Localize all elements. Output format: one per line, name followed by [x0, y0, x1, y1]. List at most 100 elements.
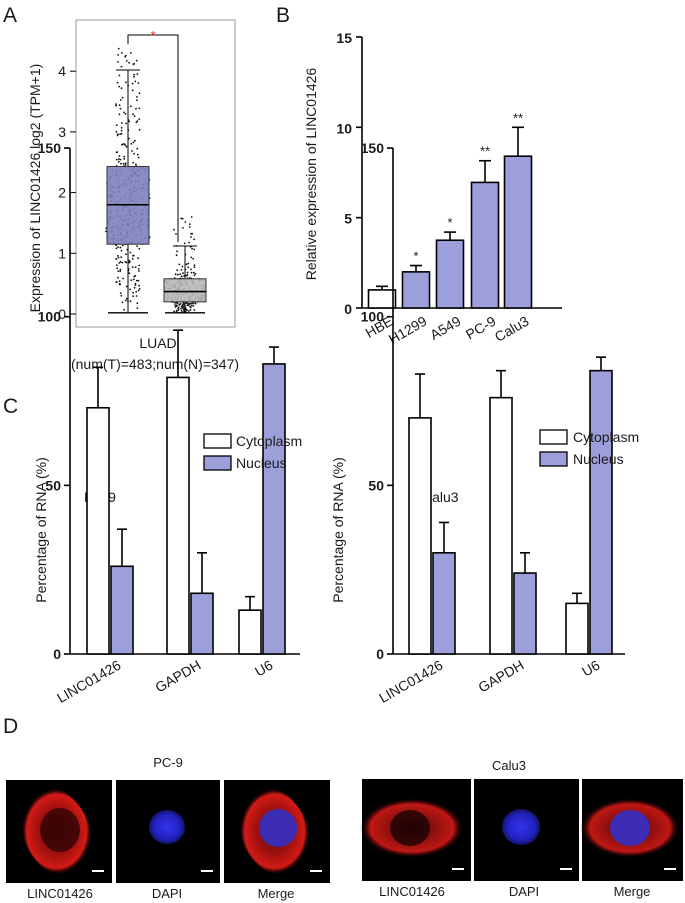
significance-label: ** — [480, 144, 490, 159]
data-point — [119, 270, 122, 273]
data-point — [118, 262, 121, 264]
image-pc9-dapi — [116, 780, 220, 883]
data-point — [135, 279, 138, 282]
data-point — [184, 221, 187, 223]
legend-label-cytoplasm: Cytoplasm — [236, 433, 302, 449]
data-point — [124, 162, 127, 165]
significance-bracket — [127, 34, 179, 243]
data-point — [186, 304, 189, 307]
data-point — [116, 267, 119, 270]
data-point — [120, 127, 123, 129]
data-point — [137, 279, 140, 282]
data-point — [180, 217, 183, 220]
bar — [470, 181, 500, 309]
data-point — [129, 300, 132, 303]
x-tick-label: GAPDH — [152, 657, 203, 696]
data-point — [190, 216, 193, 218]
legend-label-nucleus: Nucleus — [573, 451, 624, 467]
data-point — [115, 247, 118, 250]
panel-label-d: D — [3, 715, 18, 738]
bar — [110, 565, 134, 655]
data-point — [136, 245, 139, 248]
data-point — [136, 147, 139, 150]
data-point — [124, 164, 127, 166]
data-point — [188, 223, 191, 226]
data-point — [132, 291, 135, 294]
panel-c-right: Percentage of RNA (%) Calu3 050100150LIN… — [330, 140, 639, 706]
panel-c-right-bars: 0 50 100 150 LINC01426 GAPDH U6 — [361, 140, 625, 706]
data-point — [187, 262, 190, 265]
panel-c-right-y-label: Percentage of RNA (%) — [330, 457, 346, 603]
significance-star: * — [150, 28, 155, 43]
data-point — [128, 61, 131, 64]
bar — [408, 417, 432, 655]
data-point — [131, 89, 134, 92]
data-point — [119, 292, 122, 294]
data-point — [118, 158, 120, 160]
bar — [565, 602, 589, 655]
data-point — [176, 269, 179, 272]
data-point — [126, 297, 128, 300]
panel-b: Relative expression of LINC01426 051015H… — [303, 30, 562, 347]
data-point — [117, 255, 119, 257]
data-point — [183, 305, 185, 308]
data-point — [188, 241, 191, 244]
panel-c-left: Percentage of RNA (%) PC-9 050100150LINC… — [33, 140, 302, 706]
y-tick-label: 0 — [376, 646, 384, 662]
data-point — [123, 155, 126, 158]
data-point — [122, 277, 124, 280]
legend-label-cytoplasm: Cytoplasm — [573, 429, 639, 445]
data-point — [128, 260, 131, 263]
data-point — [176, 273, 179, 276]
data-point — [137, 156, 140, 159]
data-point — [175, 310, 178, 313]
data-point — [118, 282, 121, 285]
data-point — [130, 279, 133, 282]
data-point — [192, 271, 195, 274]
data-point — [181, 304, 184, 306]
data-point — [194, 302, 197, 305]
data-point — [129, 105, 132, 108]
data-point — [187, 310, 190, 312]
image-calu3-linc01426 — [360, 779, 471, 881]
data-point — [133, 75, 135, 78]
panel-a-x-label: LUAD — [139, 335, 176, 351]
data-point — [123, 308, 125, 311]
y-tick-label: 5 — [344, 211, 352, 227]
data-point — [131, 258, 134, 260]
data-point — [135, 121, 138, 124]
data-point — [105, 230, 107, 233]
data-point — [131, 82, 134, 85]
panel-d-title-pc9: PC-9 — [153, 755, 183, 770]
label-pc9-merge: Merge — [258, 886, 295, 901]
y-tick-label: 0 — [58, 306, 66, 322]
data-point — [121, 96, 124, 99]
y-tick-label: 0 — [53, 646, 61, 662]
data-point — [138, 284, 140, 287]
data-point — [180, 307, 182, 310]
data-point — [138, 287, 141, 290]
x-tick-label: A549 — [427, 313, 464, 343]
y-tick-label: 15 — [336, 30, 352, 46]
data-point — [129, 251, 132, 254]
bar — [513, 572, 537, 655]
data-point — [115, 158, 118, 161]
y-tick-label: 150 — [361, 140, 385, 156]
panel-c-left-legend: Cytoplasm Nucleus — [203, 433, 302, 471]
bar — [503, 155, 533, 309]
bar — [367, 289, 397, 309]
panel-b-y-label: Relative expression of LINC01426 — [303, 68, 319, 281]
data-point — [138, 92, 141, 95]
data-point — [192, 257, 195, 260]
panel-d: PC-9 Calu3 — [6, 755, 683, 901]
data-point — [190, 236, 192, 238]
bar — [190, 592, 214, 655]
data-point — [182, 307, 185, 309]
data-point — [119, 246, 122, 249]
panel-d-title-calu3: Calu3 — [492, 758, 526, 773]
data-point — [136, 120, 139, 122]
data-point — [117, 270, 120, 272]
data-point — [136, 96, 138, 98]
data-point — [189, 309, 192, 311]
data-point — [173, 310, 176, 313]
